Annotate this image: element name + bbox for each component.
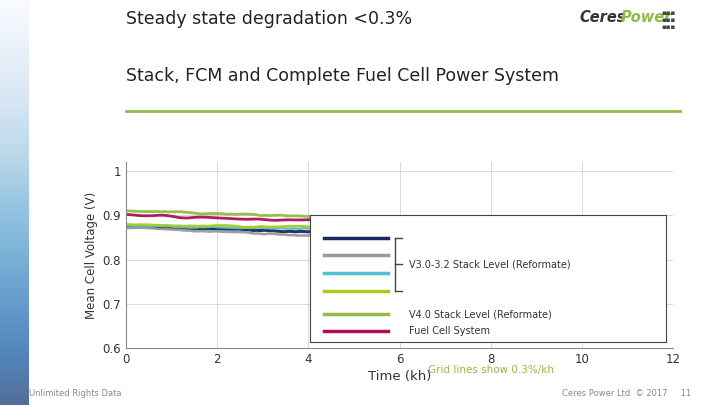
Text: ▪▪▪
▪▪▪
▪▪▪: ▪▪▪ ▪▪▪ ▪▪▪ [661, 10, 675, 30]
Y-axis label: Mean Cell Voltage (V): Mean Cell Voltage (V) [86, 192, 99, 319]
Text: Grid lines show 0.3%/kh: Grid lines show 0.3%/kh [428, 364, 554, 375]
Text: Ceres: Ceres [580, 10, 626, 25]
X-axis label: Time (kh): Time (kh) [368, 370, 431, 383]
Text: Ceres Power Ltd  © 2017     11: Ceres Power Ltd © 2017 11 [562, 389, 691, 398]
Text: Unlimited Rights Data: Unlimited Rights Data [29, 389, 121, 398]
Text: V3.0-3.2 Stack Level (Reformate): V3.0-3.2 Stack Level (Reformate) [410, 260, 571, 269]
Text: V4.0 Stack Level (Reformate): V4.0 Stack Level (Reformate) [410, 309, 552, 319]
Text: Power: Power [621, 10, 672, 25]
Text: Stack, FCM and Complete Fuel Cell Power System: Stack, FCM and Complete Fuel Cell Power … [126, 67, 559, 85]
Text: Fuel Cell System: Fuel Cell System [410, 326, 490, 336]
Text: Steady state degradation <0.3%: Steady state degradation <0.3% [126, 10, 412, 28]
